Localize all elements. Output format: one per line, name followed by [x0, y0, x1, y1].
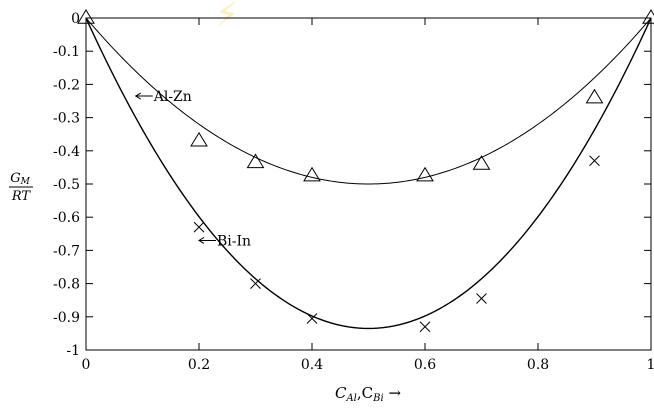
y-tick-label: 0: [71, 11, 80, 27]
data-markers: [77, 9, 654, 333]
svg-text:GM: GM: [10, 171, 30, 187]
series-line-bi-in: [85, 17, 652, 330]
data-point-bi-in: [476, 293, 487, 304]
y-tick-label: -0.3: [53, 111, 80, 127]
svg-text:Bi-In: Bi-In: [217, 233, 251, 249]
x-tick-label: 0.4: [301, 357, 323, 373]
data-point-bi-in: [306, 313, 318, 324]
data-point-al-zn: [303, 166, 321, 182]
series-annotations: Al-Zn Bi-In: [134, 89, 251, 249]
y-tick-label: -0.4: [53, 144, 80, 160]
y-tick-label: -0.7: [53, 243, 80, 259]
y-tick-label: -0.9: [53, 310, 80, 326]
data-point-bi-in: [589, 155, 600, 167]
y-axis-label: GM RT: [9, 171, 33, 204]
x-tick-label: 0.2: [188, 357, 210, 373]
svg-text:Al-Zn: Al-Zn: [153, 89, 192, 105]
x-axis-label: CAl,CBi →: [335, 384, 401, 404]
x-tick-label: 1: [647, 357, 654, 373]
series-line-al-zn: [85, 17, 652, 185]
y-axis-ticks: 0 -0.1 -0.2 -0.3 -0.4 -0.5 -0.6 -0.7 -0.8 -0.9 -1: [53, 11, 651, 359]
data-point-bi-in: [193, 221, 205, 233]
y-tick-label: -0.1: [53, 44, 80, 60]
annotation-al-zn: Al-Zn: [134, 89, 192, 105]
annotation-bi-in: Bi-In: [198, 233, 251, 249]
data-point-bi-in: [419, 321, 431, 333]
x-axis-ticks: 0 0.2 0.4 0.6 0.8 1: [82, 18, 654, 373]
x-tick-label: 0.6: [414, 357, 436, 373]
data-point-al-zn: [246, 153, 265, 169]
x-tick-label: 0.8: [527, 357, 549, 373]
data-point-al-zn: [642, 9, 654, 24]
fit-curves: [85, 17, 652, 330]
data-point-al-zn: [416, 166, 434, 182]
y-tick-label: -0.6: [53, 210, 80, 226]
x-tick-label: 0: [82, 357, 91, 373]
y-tick-label: -0.5: [53, 177, 80, 193]
y-tick-label: -0.2: [53, 77, 80, 93]
data-point-al-zn: [585, 88, 604, 104]
y-tick-label: -1: [66, 343, 80, 359]
data-point-bi-in: [250, 278, 261, 289]
svg-text:RT: RT: [11, 189, 32, 204]
data-point-al-zn: [77, 9, 95, 24]
data-point-al-zn: [190, 131, 208, 147]
y-tick-label: -0.8: [53, 277, 80, 293]
data-point-al-zn: [472, 155, 491, 170]
